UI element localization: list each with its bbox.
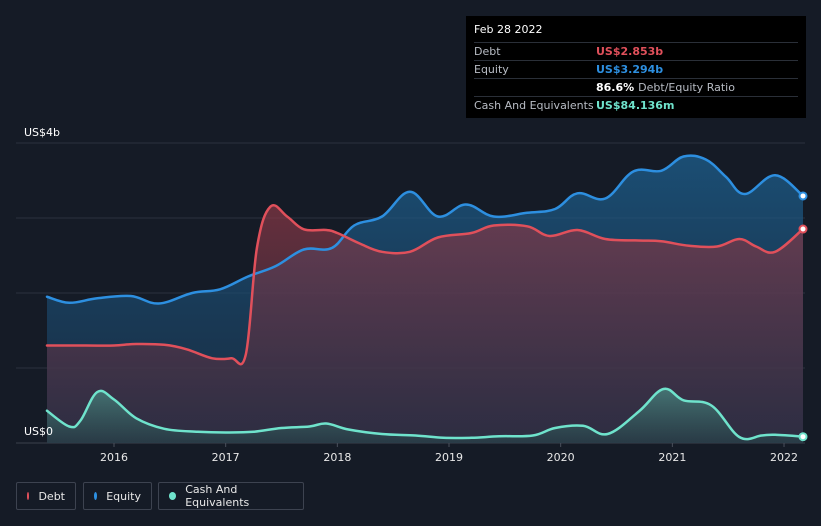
x-tick-label: 2021: [658, 451, 686, 464]
cash-end-marker: [798, 432, 808, 442]
legend-equity[interactable]: Equity: [83, 482, 152, 510]
tooltip-row-debt: Debt US$2.853b: [474, 42, 798, 60]
cash-area: [47, 388, 803, 443]
legend-debt[interactable]: Debt: [16, 482, 76, 510]
cash-dot-icon: [169, 492, 177, 500]
tooltip-ratio-value: 86.6%: [596, 81, 635, 94]
series-end-markers: [798, 191, 808, 442]
x-tick-label: 2016: [100, 451, 128, 464]
y-axis-label-top: US$4b: [24, 126, 60, 139]
tooltip-ratio-spacer: [474, 79, 596, 96]
tooltip-equity-label: Equity: [474, 63, 509, 76]
x-axis: 2016 2017 2018 2019 2020 2021 2022: [100, 443, 798, 464]
legend-debt-label: Debt: [38, 489, 65, 503]
debt-end-marker: [798, 224, 808, 234]
tooltip-debt-value: US$2.853b: [596, 45, 664, 58]
x-tick-label: 2017: [212, 451, 240, 464]
tooltip-debt-label: Debt: [474, 45, 501, 58]
legend-cash-label: Cash And Equivalents: [185, 483, 250, 509]
x-tick-label: 2019: [435, 451, 463, 464]
equity-dot-icon: [94, 492, 98, 500]
debt-dot-icon: [27, 492, 30, 500]
debt-line: [45, 204, 805, 366]
series-lines: [45, 154, 805, 441]
debt-area: [47, 205, 803, 443]
tooltip-cash-label: Cash And Equivalents: [474, 99, 594, 112]
tooltip-row-equity: Equity US$3.294b: [474, 60, 798, 78]
data-tooltip: Feb 28 2022 Debt US$2.853b Equity US$3.2…: [466, 16, 806, 118]
tooltip-ratio-label: Debt/Equity Ratio: [638, 81, 735, 94]
tooltip-row-ratio: 86.6% Debt/Equity Ratio: [474, 78, 798, 96]
cash-line: [45, 387, 805, 441]
x-tick-label: 2022: [770, 451, 798, 464]
x-tick-label: 2020: [547, 451, 575, 464]
tooltip-row-cash: Cash And Equivalents US$84.136m: [474, 96, 798, 114]
tooltip-equity-value: US$3.294b: [596, 63, 664, 76]
equity-end-marker: [798, 191, 808, 201]
tooltip-date: Feb 28 2022: [474, 23, 543, 36]
legend-cash[interactable]: Cash And Equivalents: [158, 482, 304, 510]
y-axis-label-bottom: US$0: [24, 425, 53, 438]
series-areas: [47, 155, 803, 443]
equity-line: [45, 154, 805, 305]
tooltip-cash-value: US$84.136m: [596, 99, 675, 112]
legend-equity-label: Equity: [106, 489, 141, 503]
x-tick-label: 2018: [323, 451, 351, 464]
